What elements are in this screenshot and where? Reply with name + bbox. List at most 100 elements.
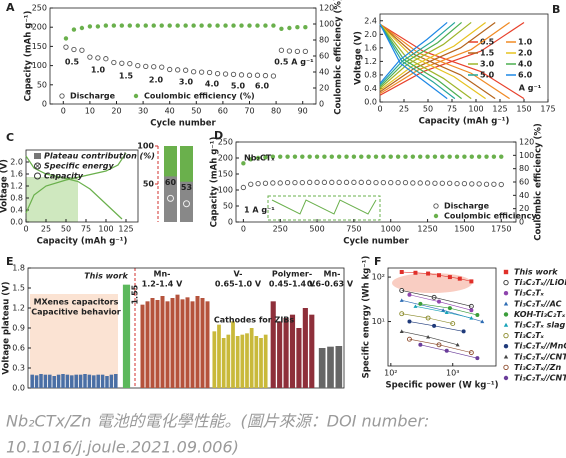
data-point [329,179,335,185]
data-point [119,23,125,28]
annotation: MXenes capacitors [34,298,119,307]
x-tick-label: 250 [273,225,288,234]
y-tick-label: 2.4 [364,16,377,25]
x-tick-label: 1750 [491,225,511,234]
bar [270,301,276,388]
data-point [270,180,276,186]
connector [420,344,478,359]
x-axis-label: Cycle number [150,119,216,129]
legend-label: 1.5 [480,49,495,58]
data-point [351,179,357,185]
data-point [239,23,244,28]
data-point [476,181,482,187]
legend-marker [503,364,509,371]
annotation: Polymer- [272,270,312,279]
y-tick-label: 2.0 [364,30,377,39]
y-tick-label: 0 [228,218,233,227]
panel-letter: B [552,3,560,16]
y-tick-label: 2.0 [10,158,23,167]
data-point [447,180,453,186]
bar [302,308,308,388]
data-point [167,23,172,28]
series-line [379,21,486,100]
data-point [439,180,445,186]
legend-marker [433,213,439,219]
y-tick-label: 0 [42,100,47,109]
data-label: 1.55 [131,284,140,304]
data-point [240,184,247,191]
data-point [207,23,212,28]
series-line [379,21,496,100]
bar [190,301,195,388]
x-tick-label: 0 [377,105,382,114]
annotation: V- [234,270,243,279]
data-point [432,154,438,159]
data-point [278,47,285,53]
legend-label: Capacity [44,172,84,181]
data-point [248,157,253,162]
y-tick-label: 10¹ [372,317,385,326]
connector [409,321,464,332]
data-point [167,66,173,73]
data-point [314,154,320,159]
data-point [476,154,482,159]
inset-bar-icon [183,200,190,208]
data-point [143,63,149,70]
x-tick-label: 500 [309,225,324,234]
x-tick-label: 60 [218,107,228,116]
data-point [103,23,109,28]
data-point [498,181,504,188]
data-point [183,67,189,73]
data-point [284,179,291,186]
bar [140,304,145,388]
bar [205,301,210,388]
data-point [399,329,404,334]
data-point [314,179,320,185]
data-point [279,26,284,31]
data-point [119,60,125,66]
data-point [307,154,312,159]
bar [105,376,109,388]
data-point [135,23,140,28]
data-point [454,154,460,159]
legend-marker [503,312,509,317]
y2-axis-label: Coulombic efficiency (%) [334,0,344,115]
data-point [241,161,246,166]
bar [39,374,43,388]
panel-letter: D [214,129,223,142]
legend-label: 2.0 [518,49,533,58]
y-tick-label: 0.8 [10,194,23,203]
data-point [206,69,213,76]
legend-marker [503,375,509,381]
data-point [440,154,445,159]
bar [277,321,283,388]
y2-tick-label: 100 [319,20,334,29]
bar [48,374,52,388]
annotation: 3.0 [179,78,194,87]
data-point [299,179,305,186]
y-tick-label: 1.2 [364,57,377,66]
annotation: A g⁻¹ [519,84,542,93]
legend-label: Ti₃C₂Tₓ//CNT [514,374,566,383]
series-line [379,21,472,100]
data-point [246,72,253,78]
data-point [175,67,181,73]
series-line [379,21,525,100]
bar [180,299,185,388]
inset-bar-icon [167,194,174,202]
bar [165,301,170,388]
data-point [248,181,254,187]
data-point [63,36,69,41]
y-tick-label: 50 [37,80,47,89]
bar [109,374,114,388]
data-point [395,154,401,159]
annotation: 2.0 [149,76,164,85]
data-point [469,181,475,187]
legend-label: This work [514,268,558,277]
y2-tick-label: 80 [319,36,329,45]
series-line [379,22,462,100]
bar [100,374,105,388]
bar [87,374,92,388]
data-point [286,48,293,54]
annotation: 0.6-0.63 V [307,280,354,289]
